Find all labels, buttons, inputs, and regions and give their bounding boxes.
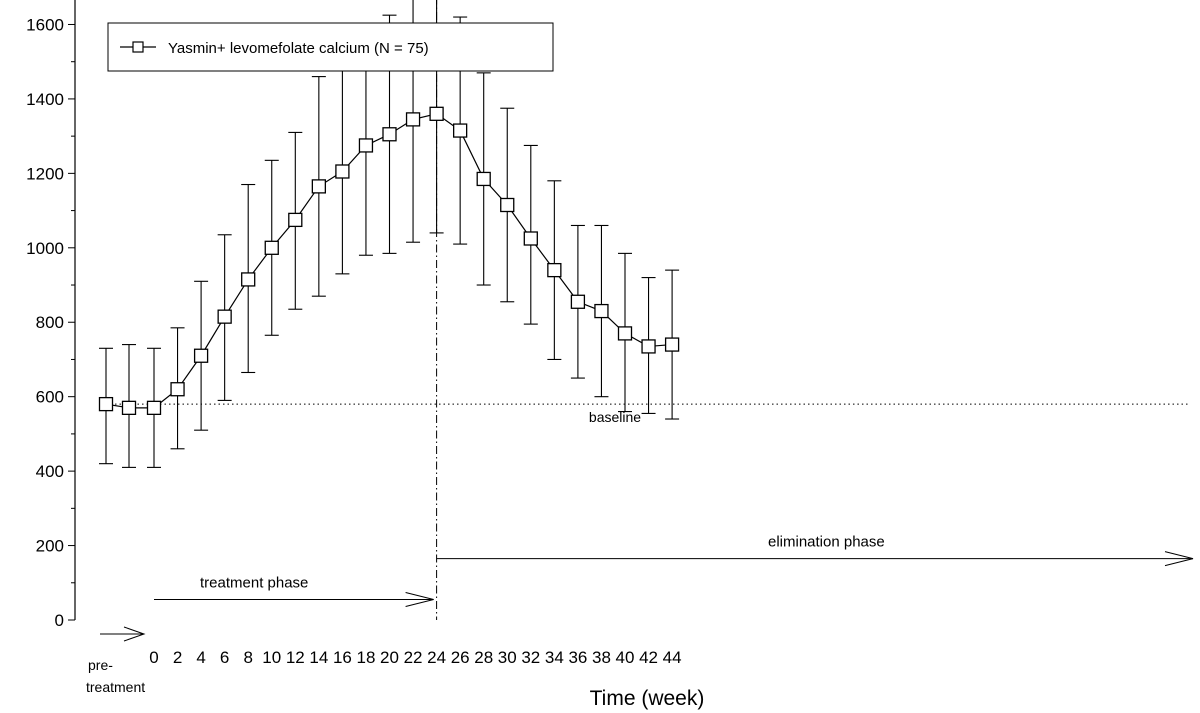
- data-point: [146, 400, 162, 415]
- x-tick-label: 10: [262, 648, 281, 667]
- legend-label: Yasmin+ levomefolate calcium (N = 75): [168, 40, 429, 57]
- y-tick-label: 800: [36, 313, 64, 332]
- data-point: [264, 240, 279, 255]
- x-tick-label: 20: [380, 648, 399, 667]
- data-point: [476, 171, 491, 187]
- y-tick-label: 0: [55, 611, 64, 630]
- x-tick-label: 14: [309, 648, 328, 667]
- data-point: [170, 382, 185, 397]
- data-point: [664, 337, 680, 352]
- data-point: [241, 272, 256, 287]
- data-point: [547, 262, 562, 278]
- x-tick-label: 36: [568, 648, 587, 667]
- data-point: [311, 179, 327, 194]
- x-tick-label: 2: [173, 648, 182, 667]
- pretreatment-arrowhead: [123, 626, 146, 642]
- data-point: [288, 212, 303, 228]
- x-tick-label: 26: [451, 648, 470, 667]
- phase-arrowhead: [1164, 551, 1194, 567]
- y-tick-label: 1400: [26, 90, 64, 109]
- data-point: [121, 400, 137, 415]
- x-tick-label: 44: [663, 648, 682, 667]
- x-tick-label: 34: [545, 648, 564, 667]
- x-axis-title: Time (week): [590, 687, 705, 710]
- data-point: [358, 138, 374, 153]
- series-markers: [98, 106, 680, 415]
- x-tick-label: 12: [286, 648, 305, 667]
- x-tick-label: 24: [427, 648, 446, 667]
- x-tick-label: 16: [333, 648, 352, 667]
- data-point: [594, 303, 609, 319]
- phase-label: elimination phase: [768, 534, 885, 551]
- data-point: [570, 294, 586, 309]
- y-tick-label: 1000: [26, 239, 64, 258]
- x-tick-label: 0: [149, 648, 158, 667]
- phase-annotations: treatment phase elimination phase: [154, 534, 1194, 608]
- baseline-label: baseline: [589, 409, 641, 425]
- data-point: [193, 348, 209, 363]
- x-tick-label: 32: [521, 648, 540, 667]
- phase-label: treatment phase: [200, 575, 308, 592]
- data-point: [429, 106, 444, 121]
- data-point: [405, 112, 421, 127]
- data-point: [617, 326, 633, 341]
- y-tick-label: 400: [36, 462, 64, 481]
- x-tick-label: 4: [196, 648, 205, 667]
- data-point: [98, 396, 114, 412]
- data-point: [382, 127, 397, 142]
- pretreatment-label-1: pre-: [88, 657, 113, 673]
- pretreatment-label-2: treatment: [86, 679, 145, 695]
- phase-arrowhead: [405, 592, 434, 608]
- data-point: [641, 339, 656, 354]
- legend: Yasmin+ levomefolate calcium (N = 75): [107, 22, 554, 72]
- axes: 0200400600800100012001400160018000246810…: [26, 0, 682, 667]
- data-point: [217, 309, 232, 324]
- x-tick-label: 28: [474, 648, 493, 667]
- data-point: [335, 164, 350, 179]
- y-tick-label: 200: [36, 537, 64, 556]
- x-tick-label: 22: [404, 648, 423, 667]
- data-point: [452, 123, 468, 138]
- y-tick-label: 1600: [26, 15, 64, 34]
- data-point: [523, 231, 538, 246]
- x-tick-label: 8: [243, 648, 252, 667]
- x-tick-label: 18: [356, 648, 375, 667]
- x-tick-label: 6: [220, 648, 229, 667]
- y-tick-label: 600: [36, 388, 64, 407]
- legend-box: [107, 22, 554, 72]
- data-point: [500, 197, 515, 213]
- x-tick-label: 40: [616, 648, 635, 667]
- legend-marker: [132, 41, 144, 53]
- x-tick-label: 30: [498, 648, 517, 667]
- y-tick-label: 1200: [26, 164, 64, 183]
- x-tick-label: 38: [592, 648, 611, 667]
- x-tick-label: 42: [639, 648, 658, 667]
